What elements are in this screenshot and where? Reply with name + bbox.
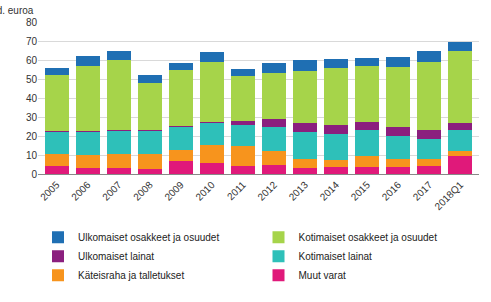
svg-text:2017: 2017 <box>411 179 435 203</box>
svg-text:2007: 2007 <box>100 179 124 203</box>
svg-text:30: 30 <box>26 112 38 123</box>
svg-text:2013: 2013 <box>287 179 311 203</box>
svg-text:Ulkomaiset lainat: Ulkomaiset lainat <box>78 251 154 262</box>
svg-text:2012: 2012 <box>255 179 279 203</box>
svg-text:2005: 2005 <box>38 179 62 203</box>
svg-text:2009: 2009 <box>162 179 186 203</box>
svg-text:20: 20 <box>26 131 38 142</box>
svg-text:2016: 2016 <box>380 179 404 203</box>
svg-text:80: 80 <box>26 17 38 28</box>
svg-text:Ulkomaiset osakkeet ja osuudet: Ulkomaiset osakkeet ja osuudet <box>78 232 219 243</box>
svg-text:Kotimaiset osakkeet ja osuudet: Kotimaiset osakkeet ja osuudet <box>299 232 438 243</box>
svg-text:2015: 2015 <box>349 179 373 203</box>
svg-text:Kotimaiset lainat: Kotimaiset lainat <box>299 251 373 262</box>
svg-text:2011: 2011 <box>225 179 248 202</box>
svg-text:2014: 2014 <box>318 179 342 203</box>
svg-text:Muut varat: Muut varat <box>299 270 346 281</box>
svg-text:50: 50 <box>26 74 38 85</box>
svg-text:70: 70 <box>26 36 38 47</box>
svg-text:Käteisraha ja talletukset: Käteisraha ja talletukset <box>78 270 184 281</box>
svg-text:mrd. euroa: mrd. euroa <box>0 5 34 16</box>
svg-text:2018Q1: 2018Q1 <box>432 179 465 212</box>
svg-text:10: 10 <box>26 150 38 161</box>
svg-text:2006: 2006 <box>69 179 93 203</box>
svg-text:2010: 2010 <box>193 179 217 203</box>
svg-text:0: 0 <box>31 169 37 180</box>
svg-text:2008: 2008 <box>131 179 155 203</box>
svg-text:40: 40 <box>26 93 38 104</box>
svg-text:60: 60 <box>26 55 38 66</box>
